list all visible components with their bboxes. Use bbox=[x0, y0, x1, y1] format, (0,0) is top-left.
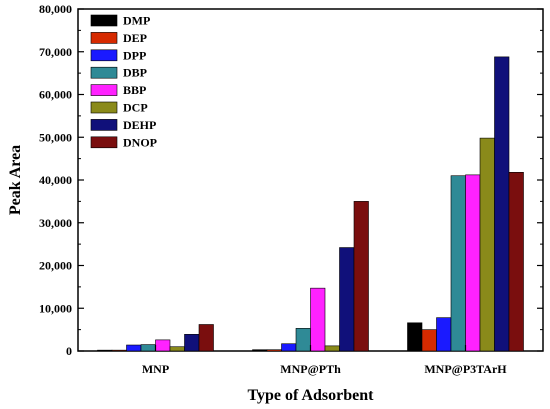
bar-dep-mnp-p3tarh bbox=[421, 329, 437, 352]
bars-layer bbox=[97, 56, 524, 352]
bar-dnop-mnp bbox=[198, 324, 214, 352]
legend-swatch-bbp bbox=[90, 84, 118, 96]
bar-dep-mnp bbox=[111, 349, 127, 352]
y-tick-label: 10,000 bbox=[39, 301, 72, 315]
bar-dmp-mnp-pth bbox=[252, 349, 268, 352]
legend-label-bbp: BBP bbox=[123, 83, 146, 97]
legend-label-dmp: DMP bbox=[123, 14, 150, 28]
legend-label-dep: DEP bbox=[123, 31, 147, 45]
y-tick-label: 40,000 bbox=[39, 173, 72, 187]
bar-bbp-mnp-p3tarh bbox=[465, 174, 481, 352]
bar-dnop-mnp-p3tarh bbox=[508, 172, 524, 352]
x-tick-label: MNP@P3TArH bbox=[424, 362, 507, 376]
bar-dehp-mnp-pth bbox=[339, 247, 355, 352]
y-tick-label: 50,000 bbox=[39, 130, 72, 144]
legend-swatch-dehp bbox=[90, 119, 118, 131]
legend-label-dbp: DBP bbox=[123, 66, 147, 80]
x-tick-label: MNP@PTh bbox=[280, 362, 341, 376]
bar-dbp-mnp bbox=[140, 344, 156, 352]
x-axis: MNP MNP@PTh MNP@P3TArH bbox=[142, 345, 507, 376]
bar-bbp-mnp-pth bbox=[310, 287, 326, 352]
bar-dep-mnp-pth bbox=[266, 349, 282, 352]
bar-dbp-mnp-p3tarh bbox=[450, 175, 466, 352]
legend-label-dnop: DNOP bbox=[123, 135, 157, 149]
legend-label-dpp: DPP bbox=[123, 48, 146, 62]
legend-swatch-dbp bbox=[90, 66, 118, 79]
legend: DMP DEP DPP DBP BBP DCP DEHP DNOP bbox=[90, 14, 157, 149]
y-tick-label: 80,000 bbox=[39, 2, 72, 16]
bar-dbp-mnp-pth bbox=[295, 328, 311, 352]
bar-dcp-mnp-pth bbox=[324, 345, 340, 352]
legend-label-dcp: DCP bbox=[123, 101, 148, 115]
bar-dpp-mnp-pth bbox=[281, 343, 297, 352]
y-tick-label: 0 bbox=[66, 344, 72, 358]
y-tick-label: 30,000 bbox=[39, 216, 72, 230]
y-tick-label: 60,000 bbox=[39, 88, 72, 102]
bar-dehp-mnp bbox=[184, 334, 200, 352]
bar-dmp-mnp bbox=[97, 349, 113, 352]
bar-dpp-mnp-p3tarh bbox=[436, 317, 452, 352]
bar-dehp-mnp-p3tarh bbox=[494, 56, 510, 352]
bar-dnop-mnp-pth bbox=[353, 201, 369, 352]
bar-dmp-mnp-p3tarh bbox=[407, 322, 423, 352]
y-axis: 0 10,000 20,000 30,000 40,000 50,000 60,000 70,… bbox=[39, 2, 543, 358]
legend-swatch-dep bbox=[90, 32, 118, 44]
x-tick-label: MNP bbox=[142, 362, 169, 376]
y-tick-label: 70,000 bbox=[39, 45, 72, 59]
bar-bbp-mnp bbox=[155, 339, 171, 352]
bar-dcp-mnp bbox=[169, 346, 185, 352]
legend-label-dehp: DEHP bbox=[123, 118, 156, 132]
legend-swatch-dmp bbox=[90, 14, 118, 27]
legend-swatch-dcp bbox=[90, 101, 118, 114]
legend-swatch-dpp bbox=[90, 49, 118, 62]
y-axis-label: Peak Area bbox=[7, 145, 24, 215]
y-tick-label: 20,000 bbox=[39, 259, 72, 273]
bar-dcp-mnp-p3tarh bbox=[479, 137, 495, 352]
x-axis-label: Type of Adsorbent bbox=[248, 387, 375, 404]
legend-swatch-dnop bbox=[90, 136, 118, 149]
bar-dpp-mnp bbox=[126, 344, 142, 352]
